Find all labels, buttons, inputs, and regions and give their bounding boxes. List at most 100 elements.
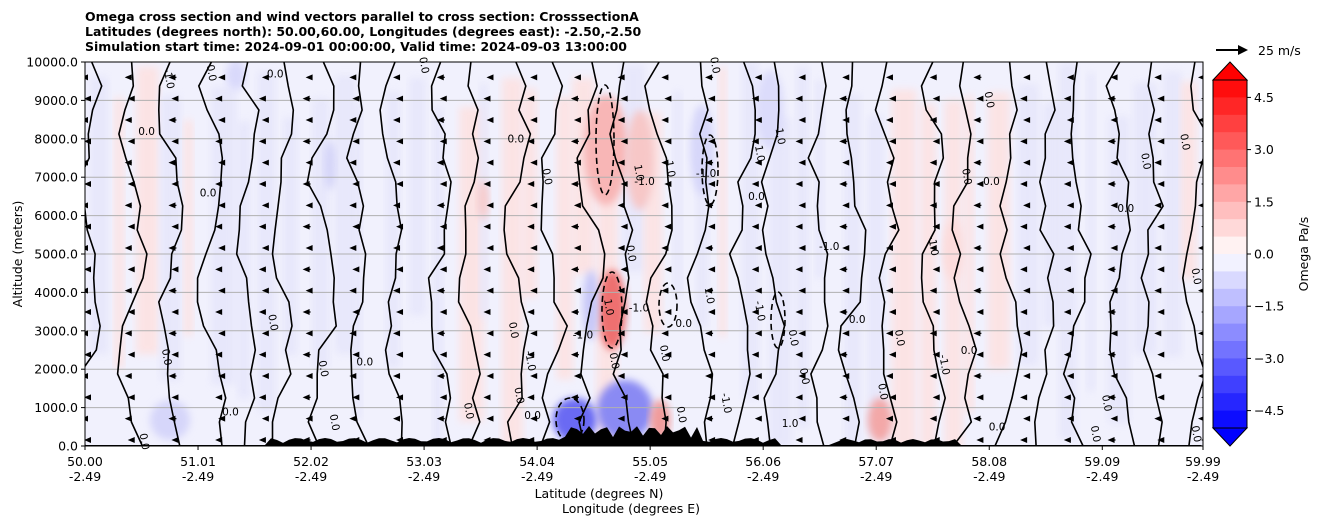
wind-arrow-icon [973, 159, 981, 166]
wind-arrow-icon [124, 415, 132, 422]
contour-label: 0.0 [657, 344, 672, 363]
wind-arrow-icon [527, 394, 535, 401]
wind-arrow-icon [620, 266, 628, 273]
wind-arrow-icon [885, 159, 893, 166]
colorbar-tick-label: 3.0 [1254, 142, 1274, 157]
wind-arrow-icon [573, 202, 581, 209]
wind-arrow-icon [798, 415, 806, 422]
wind-arrow-icon [215, 266, 223, 273]
wind-arrow-icon [839, 95, 847, 102]
wind-arrow-icon [1023, 330, 1031, 337]
wind-arrow-icon [261, 202, 269, 209]
wind-arrow-icon [620, 223, 628, 230]
wind-arrow-icon [1110, 287, 1118, 294]
omega-blob [626, 110, 654, 210]
omega-blob [584, 95, 628, 205]
wind-arrow-icon [885, 287, 893, 294]
wind-arrow-icon [661, 330, 669, 337]
contour-label: 0.0 [875, 382, 890, 401]
wind-arrow-icon [570, 309, 578, 315]
contour-line [306, 62, 338, 446]
wind-arrow-icon [976, 95, 984, 102]
y-tick-label: 1000.0 [34, 400, 78, 415]
wind-arrow-icon [620, 394, 628, 401]
contour-line [994, 62, 1023, 446]
wind-arrow-icon [1063, 266, 1071, 273]
wind-arrow-icon [85, 159, 88, 166]
y-tick-label: 4000.0 [34, 285, 78, 300]
wind-arrow-icon [885, 74, 893, 81]
wind-arrow-icon [393, 330, 401, 337]
wind-arrow-icon [842, 245, 850, 251]
wind-arrow-icon [261, 159, 269, 166]
wind-arrow-icon [352, 95, 360, 102]
wind-arrow-icon [1107, 181, 1115, 187]
contour-label: -1.0 [629, 303, 650, 315]
wind-arrow-icon [798, 287, 806, 294]
wind-arrow-icon [352, 223, 360, 230]
contour-line [457, 62, 481, 446]
wind-arrow-icon [617, 117, 625, 123]
wind-arrow-icon [708, 181, 716, 187]
wind-arrow-icon [888, 223, 896, 230]
contour-line [271, 62, 295, 446]
wind-arrow-icon [973, 287, 981, 294]
wind-arrow-icon [708, 309, 716, 315]
wind-arrow-icon [486, 74, 494, 81]
omega-band [814, 80, 825, 278]
wind-arrow-icon [171, 95, 179, 102]
contour-line [951, 62, 978, 446]
chart-title-line-2: Latitudes (degrees north): 50.00,60.00, … [85, 24, 642, 39]
wind-arrow-icon [305, 117, 313, 123]
wind-arrow-icon [1154, 74, 1162, 81]
wind-arrow-icon [258, 181, 266, 187]
wind-arrow-icon [1020, 309, 1028, 315]
wind-arrow-icon [85, 266, 91, 273]
wind-arrow-icon [932, 394, 940, 401]
wind-arrow-icon [620, 309, 628, 315]
colorbar-tick-label: −4.5 [1254, 403, 1284, 418]
wind-arrow-icon [1063, 181, 1071, 187]
wind-arrow-icon [661, 202, 669, 209]
wind-arrow-icon [751, 181, 759, 187]
wind-arrow-icon [302, 351, 310, 358]
wind-arrow-icon [215, 138, 223, 145]
wind-arrow-icon [1020, 138, 1028, 145]
wind-arrow-icon [393, 159, 401, 166]
omega-band [556, 97, 573, 380]
wind-arrow-icon [664, 309, 672, 315]
wind-arrow-icon [798, 159, 806, 166]
wind-arrow-icon [573, 117, 581, 123]
colorbar-segment [1213, 149, 1247, 168]
wind-arrow-icon [1157, 351, 1165, 358]
omega-band [183, 120, 193, 336]
wind-arrow-icon [127, 138, 135, 145]
wind-arrow-icon [885, 415, 893, 422]
wind-arrow-icon [929, 373, 937, 379]
omega-band [210, 87, 237, 385]
wind-arrow-icon [261, 245, 269, 251]
wind-arrow-icon [751, 95, 759, 102]
omega-band [1042, 102, 1063, 327]
wind-arrow-icon [127, 351, 135, 358]
wind-arrow-icon [754, 202, 762, 209]
wind-arrow-icon [352, 266, 360, 273]
contour-label: -1.0 [936, 354, 951, 376]
wind-arrow-icon [1107, 351, 1115, 358]
wind-arrow-icon [885, 117, 893, 123]
wind-arrow-icon [795, 223, 803, 230]
wind-arrow-icon [1023, 74, 1031, 81]
wind-arrow-icon [393, 373, 401, 379]
wind-arrow-icon [171, 309, 179, 315]
y-tick-label: 5000.0 [34, 247, 78, 262]
wind-arrow-icon [1157, 223, 1165, 230]
wind-arrow-icon [842, 117, 850, 123]
colorbar-segment [1213, 323, 1247, 342]
wind-arrow-icon [842, 74, 850, 81]
wind-arrow-icon [486, 245, 494, 251]
wind-arrow-icon [929, 202, 937, 209]
wind-arrow-icon [888, 309, 896, 315]
wind-arrow-icon [349, 287, 357, 294]
wind-arrow-icon [396, 181, 404, 187]
